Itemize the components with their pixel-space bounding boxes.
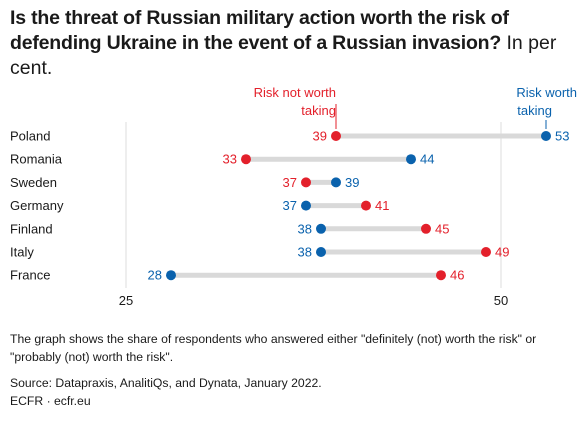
dot-worth [301,200,311,211]
legend-worth-line2: taking [517,103,552,118]
dot-not-worth [481,247,491,257]
source-text: Source: Datapraxis, AnalitiQs, and Dynat… [10,376,322,390]
dot-worth [541,131,551,141]
legend-worth: Risk worth [516,85,577,100]
footnote: The graph shows the share of respondents… [10,332,537,364]
value-label: 49 [495,245,509,260]
dot-worth [316,223,326,234]
dot-worth [166,270,176,281]
value-label: 37 [283,175,297,190]
value-label: 44 [420,152,434,167]
value-label: 39 [313,129,327,144]
value-label: 38 [298,221,312,236]
dot-worth [331,177,341,188]
value-label: 39 [345,175,359,190]
legend-not-worth: Risk not worth [254,85,336,100]
chart-title: Is the threat of Russian military action… [10,6,576,81]
value-label: 33 [223,152,237,167]
title-question: Is the threat of Russian military action… [10,7,509,54]
dumbbell-chart: 25 50 Poland 39 53 Romania 33 44 Sweden 37 39 Germa… [10,85,577,308]
value-label: 45 [435,221,449,236]
country-label: Romania [10,152,63,167]
dot-not-worth [241,154,251,165]
dot-not-worth [331,131,341,141]
x-tick-label: 50 [494,293,508,308]
brand-text: ECFR · ecfr.eu [10,394,91,408]
dot-worth [406,154,416,165]
dot-not-worth [361,200,371,211]
dot-worth [316,247,326,257]
dot-not-worth [421,223,431,234]
country-label: Finland [10,221,53,236]
value-label: 37 [283,198,297,213]
country-label: Germany [10,198,64,213]
x-tick-label: 25 [119,293,133,308]
dot-not-worth [301,177,311,188]
title-unit: In per cent. [10,32,557,79]
country-label: Sweden [10,175,57,190]
value-label: 41 [375,198,389,213]
value-label: 28 [148,268,162,283]
country-label: Italy [10,245,34,260]
value-label: 46 [450,268,464,283]
legend-not-worth-line2: taking [301,103,336,118]
value-label: 38 [298,245,312,260]
dot-not-worth [436,270,446,281]
value-label: 53 [555,129,569,144]
country-label: Poland [10,129,50,144]
country-label: France [10,268,50,283]
